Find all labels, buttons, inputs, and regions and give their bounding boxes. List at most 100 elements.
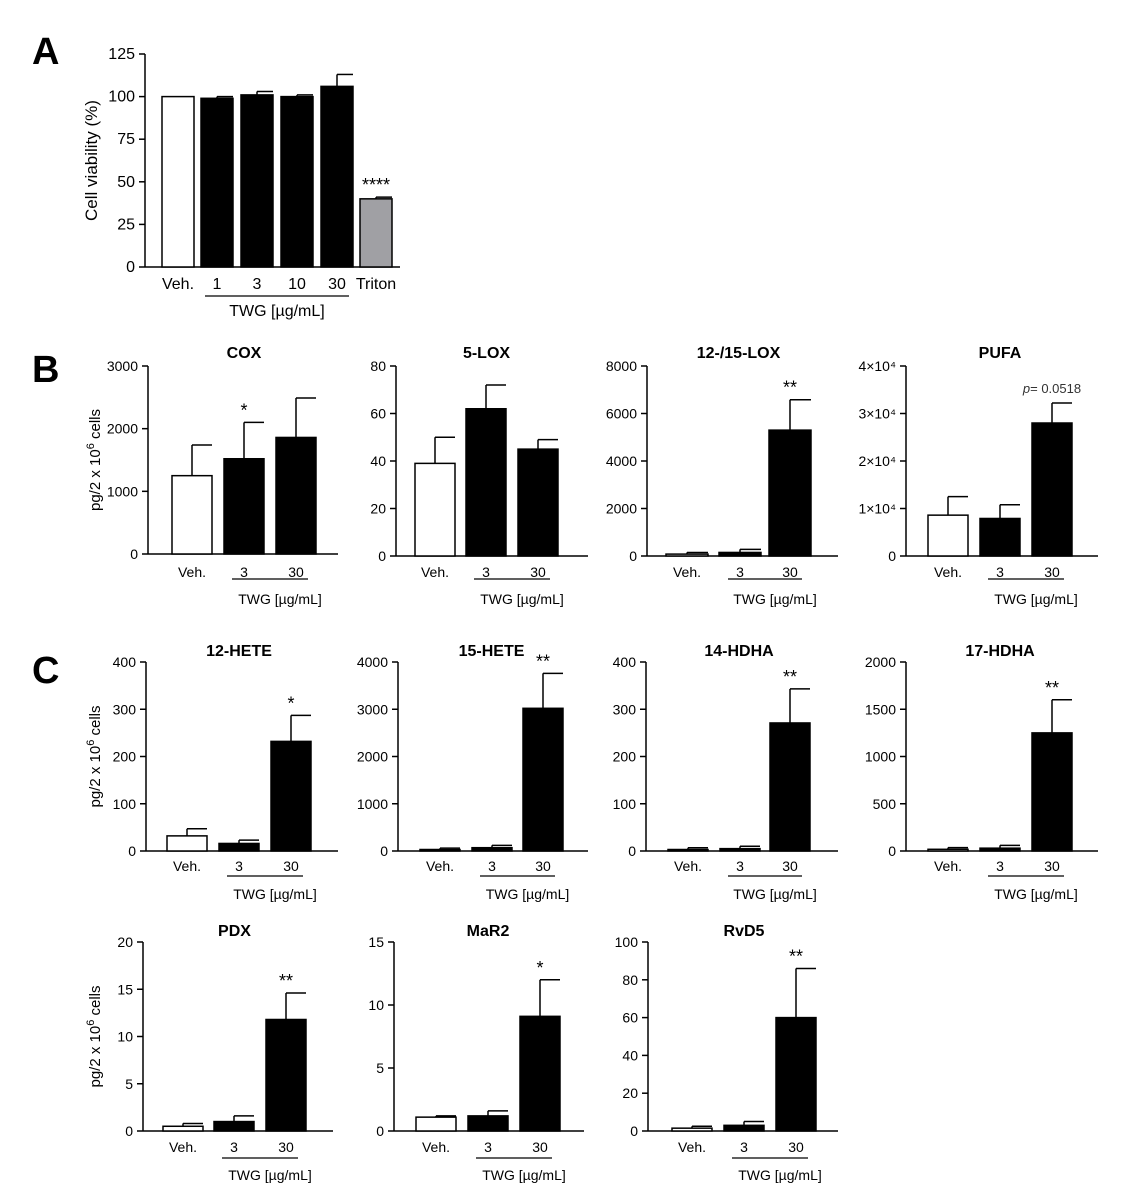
bar (667, 848, 709, 852)
bar (171, 474, 213, 555)
chart-title: RvD5 (724, 923, 765, 940)
bar (161, 95, 195, 268)
y-tick-label: 1000 (107, 483, 138, 499)
y-tick-label: 3×10⁴ (858, 406, 896, 422)
y-axis-label: Cell viability (%) (82, 100, 101, 221)
x-tick-label: Veh. (178, 564, 206, 580)
bar (719, 847, 761, 852)
chart-a: Cell viability (%) 0 25 50 75 100 125 Veh. 1 3 10 3… (82, 46, 400, 320)
x-tick-label: Veh. (169, 1139, 197, 1155)
y-tick-label: 0 (380, 843, 388, 859)
y-tick-label: 300 (113, 701, 137, 717)
y-tick-label: 40 (622, 1047, 638, 1063)
y-tick-label: 60 (370, 406, 386, 422)
bar (270, 740, 312, 852)
chart-c6: MaR2 0 5 10 15 Veh. 3 30 * TWG [µg/mL] (368, 923, 584, 1183)
x-tick-label: Veh. (934, 564, 962, 580)
y-tick-label: 400 (613, 654, 637, 670)
x-tick-label: Veh. (422, 1139, 450, 1155)
group-label: TWG [µg/mL] (994, 886, 1078, 902)
y-tick-label: 0 (378, 548, 386, 564)
group-label: TWG [µg/mL] (733, 591, 817, 607)
bar (775, 1016, 817, 1132)
panel-label-b: B (32, 349, 59, 391)
significance-label: * (536, 958, 543, 978)
y-tick-label: 2000 (606, 501, 637, 517)
y-tick-label: 15 (117, 981, 133, 997)
x-tick-label: 30 (1044, 858, 1060, 874)
x-tick-label: Veh. (678, 1139, 706, 1155)
y-tick-label: 15 (368, 934, 384, 950)
chart-title: 5-LOX (463, 345, 510, 362)
y-tick-label: 3000 (107, 358, 138, 374)
y-axis-label: pg/2 x 106 cells (85, 985, 104, 1087)
chart-title: 12-/15-LOX (697, 345, 781, 362)
significance-label: ** (536, 651, 550, 671)
x-tick-label: 3 (740, 1139, 748, 1155)
x-tick-label: 3 (230, 1139, 238, 1155)
significance-label: ** (1045, 678, 1059, 698)
y-tick-label: 2000 (357, 749, 388, 765)
group-label: TWG [µg/mL] (738, 1167, 822, 1183)
x-tick-label: 30 (782, 564, 798, 580)
x-tick-label: Veh. (426, 858, 454, 874)
x-tick-label: 10 (288, 276, 306, 293)
y-axis-label: pg/2 x 106 cells (85, 409, 104, 511)
y-tick-label: 10 (368, 997, 384, 1013)
chart-c5: PDX pg/2 x 106 cells 0 5 10 15 20 Veh. 3 30 ** TWG … (85, 923, 333, 1183)
bar (1031, 732, 1073, 852)
chart-b2: 5-LOX 0 20 40 60 80 Veh. 3 30 TWG [µg/mL] (370, 345, 588, 607)
y-tick-label: 200 (613, 749, 637, 765)
chart-c7: RvD5 0 20 40 60 80 100 Veh. 3 30 ** TWG [µg/mL] (615, 923, 838, 1183)
y-tick-label: 300 (613, 701, 637, 717)
bar (522, 707, 564, 852)
bar (519, 1015, 561, 1132)
y-tick-label: 2000 (865, 654, 896, 670)
bar (200, 97, 234, 268)
x-tick-label: 30 (1044, 564, 1060, 580)
bar (718, 551, 762, 557)
y-tick-label: 80 (370, 358, 386, 374)
y-tick-label: 2×10⁴ (858, 453, 896, 469)
y-tick-label: 0 (888, 548, 896, 564)
y-tick-label: 500 (873, 796, 897, 812)
y-tick-label: 0 (888, 843, 896, 859)
x-tick-label: Veh. (674, 858, 702, 874)
y-tick-label: 0 (130, 546, 138, 562)
x-tick-label: 30 (283, 858, 299, 874)
chart-b3: 12-/15-LOX 0 2000 4000 6000 8000 Veh. 3 30 ** TWG … (606, 345, 838, 607)
y-tick-label: 20 (370, 501, 386, 517)
y-tick-label: 0 (629, 548, 637, 564)
bar (768, 429, 812, 557)
x-tick-label: 30 (535, 858, 551, 874)
x-tick-label: 3 (996, 858, 1004, 874)
chart-c1: 12-HETE pg/2 x 106 cells 0 100 200 300 400 Veh.… (85, 643, 338, 902)
chart-title: COX (227, 345, 262, 362)
y-tick-label: 4000 (357, 654, 388, 670)
group-label: TWG [µg/mL] (229, 303, 324, 320)
bar (213, 1120, 255, 1132)
significance-label: ** (783, 667, 797, 687)
chart-title: MaR2 (467, 923, 510, 940)
significance-label: **** (362, 175, 390, 195)
y-tick-label: 75 (117, 131, 135, 148)
y-tick-label: 200 (113, 749, 137, 765)
group-label: TWG [µg/mL] (238, 591, 322, 607)
bar (265, 1018, 307, 1132)
chart-title: 15-HETE (459, 643, 525, 660)
group-label: TWG [µg/mL] (486, 886, 570, 902)
y-tick-label: 0 (126, 259, 135, 276)
chart-title: PDX (218, 923, 251, 940)
x-tick-label: Veh. (673, 564, 701, 580)
chart-title: 17-HDHA (965, 643, 1035, 660)
chart-title: 12-HETE (206, 643, 272, 660)
y-tick-label: 50 (117, 174, 135, 191)
y-tick-label: 20 (117, 934, 133, 950)
y-tick-label: 2000 (107, 421, 138, 437)
bar (465, 408, 507, 557)
bar (927, 514, 969, 557)
chart-c2: 15-HETE 0 1000 2000 3000 4000 Veh. 3 30 ** TWG [µg… (357, 643, 588, 902)
x-tick-label: 30 (788, 1139, 804, 1155)
